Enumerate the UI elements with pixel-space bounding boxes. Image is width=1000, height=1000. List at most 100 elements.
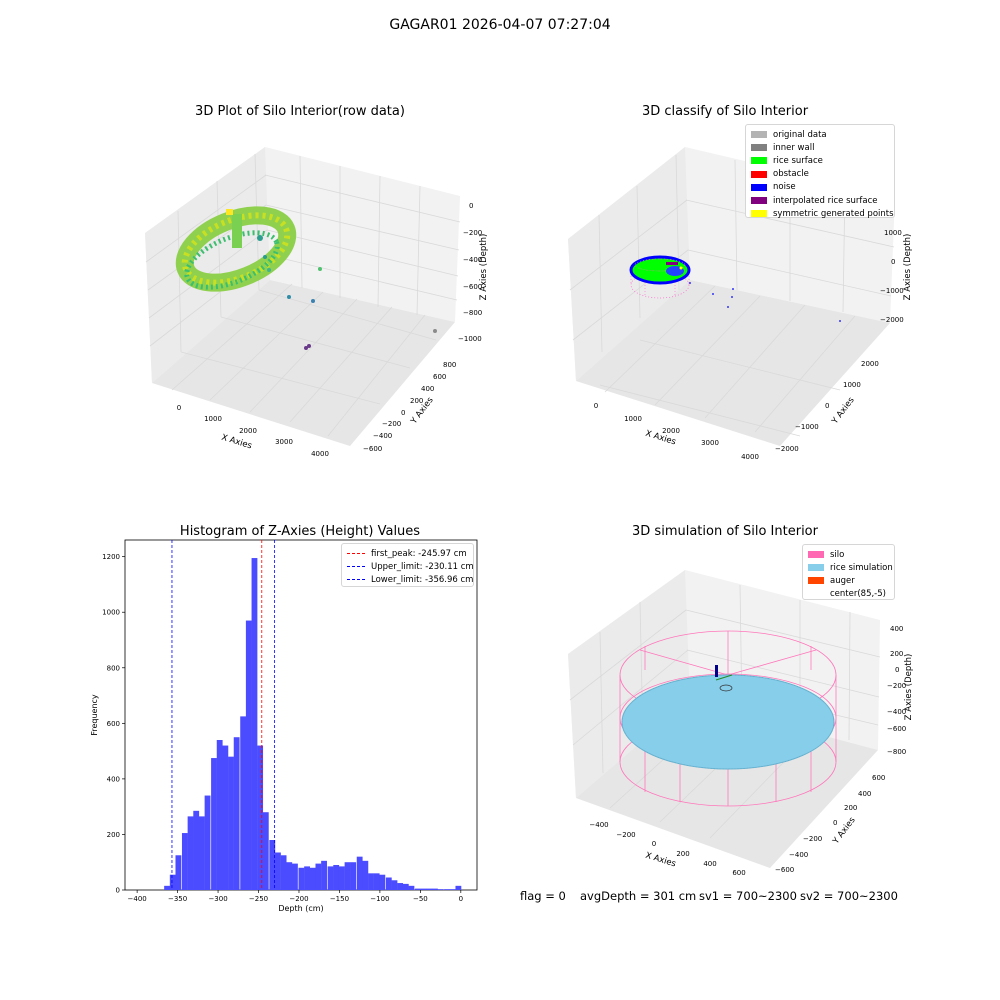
histogram-bar: [257, 745, 264, 890]
noise-points: [689, 282, 841, 322]
x-tick-label: −300: [208, 895, 227, 903]
y-tick: 0: [401, 409, 405, 417]
x-tick: 0: [652, 840, 656, 848]
y-tick-label: 0: [116, 887, 120, 895]
z-tick: −400: [887, 708, 906, 716]
x-tick: 2000: [662, 427, 680, 435]
histogram-bar: [408, 885, 415, 890]
legend-label: silo: [830, 549, 845, 560]
panel3-histogram: −400 −350 −300 −250 −200 −150 −100 −50 0 0 200 400…: [90, 539, 478, 913]
legend-entry: auger: [808, 574, 889, 587]
histogram-bar: [298, 867, 305, 890]
histogram-bars: [164, 558, 462, 890]
legend-swatch: [751, 170, 767, 178]
histogram-bar: [175, 855, 182, 890]
threshold-lines: [171, 540, 276, 890]
histogram-bar: [444, 889, 450, 890]
x-tick: 0: [177, 404, 181, 412]
y-tick-label: 400: [107, 775, 120, 783]
histogram-bar: [262, 812, 269, 890]
histogram-bar: [420, 888, 427, 890]
y-tick: −200: [803, 835, 822, 843]
y-tick-label: 600: [107, 720, 120, 728]
legend-entry: rice surface: [751, 154, 889, 167]
x-tick: 200: [676, 850, 689, 858]
panel4-title: 3D simulation of Silo Interior: [632, 524, 818, 539]
legend-entry: symmetric generated points: [751, 207, 894, 220]
x-tick-label: −250: [249, 895, 268, 903]
histogram-bar: [233, 737, 240, 890]
y-tick: 200: [410, 397, 423, 405]
x-tick-label: −400: [128, 895, 147, 903]
x-tick: 600: [732, 869, 745, 877]
panel3-title: Histogram of Z-Axies (Height) Values: [179, 524, 421, 539]
histogram-bar: [437, 889, 444, 890]
x-tick: −400: [589, 821, 608, 829]
legend-entry: center(85,-5): [808, 588, 889, 601]
histogram-bar: [245, 620, 252, 890]
histogram-bar: [344, 862, 351, 890]
histogram-bar: [356, 856, 363, 890]
histogram-bar: [379, 874, 386, 890]
legend-label: first_peak: -245.97 cm: [371, 548, 467, 559]
histogram-bar: [321, 860, 327, 890]
legend-entry: Upper_limit: -230.11 cm: [347, 560, 474, 573]
y-tick: 800: [443, 361, 456, 369]
status-sv2: sv2 = 700~2300: [800, 889, 898, 903]
y-tick: 400: [421, 385, 434, 393]
legend-entry: rice simulation: [808, 561, 893, 574]
point-cloud: [175, 206, 297, 292]
y-tick: −600: [363, 445, 382, 453]
z-tick: 0: [469, 202, 473, 210]
legend-label: interpolated rice surface: [773, 195, 878, 206]
z-tick: −400: [463, 256, 482, 264]
z-tick: −200: [887, 682, 906, 690]
legend-line: [347, 579, 365, 581]
histogram-bar: [286, 862, 293, 890]
y-tick: 0: [825, 402, 829, 410]
y-ticks: 0 200 400 600 800 1000 1200: [102, 553, 125, 895]
z-tick: −800: [463, 309, 482, 317]
y-tick: −400: [789, 851, 808, 859]
legend-label: center(85,-5): [830, 589, 886, 600]
legend-entry: interpolated rice surface: [751, 194, 889, 207]
histogram-bar: [169, 874, 176, 890]
y-tick: −1000: [795, 423, 819, 431]
histogram-bar: [216, 740, 223, 890]
histogram-bar: [187, 816, 194, 890]
x-tick: 0: [594, 402, 598, 410]
histogram-bar: [333, 865, 340, 890]
y-tick: −2000: [775, 445, 799, 453]
y-tick: 2000: [861, 360, 879, 368]
z-tick: 400: [890, 625, 903, 633]
z-tick: −200: [463, 229, 482, 237]
y-tick: 400: [858, 790, 871, 798]
histogram-bar: [275, 852, 281, 890]
panel2-3d-plot: 0 1000 2000 3000 4000 2000 1000 0 −1000 …: [568, 147, 913, 461]
y-axis-label: Y Axies: [830, 395, 857, 427]
pane-left: [568, 147, 690, 381]
histogram-bar: [292, 863, 298, 890]
z-tick: 0: [891, 258, 895, 266]
histogram-bar: [181, 833, 188, 890]
legend-swatch: [751, 197, 767, 205]
legend-entry: first_peak: -245.97 cm: [347, 547, 468, 560]
histogram-bar: [251, 558, 258, 890]
y-tick-label: 200: [107, 831, 120, 839]
pane-left: [568, 570, 690, 798]
legend-swatch: [808, 577, 824, 585]
histogram-bar: [228, 756, 234, 890]
auger: [715, 665, 733, 692]
x-axis-label: X Axies: [644, 851, 677, 870]
classified-cylinder: [629, 255, 691, 299]
z-tick: −1000: [458, 335, 482, 343]
y-tick: 0: [833, 819, 837, 827]
legend-swatch: [751, 144, 767, 152]
z-tick: 0: [895, 666, 899, 674]
panel4-legend: silo rice simulation auger center(85,-5): [802, 544, 895, 600]
histogram-bar: [350, 862, 357, 890]
x-tick-label: −100: [370, 895, 389, 903]
histogram-bar: [362, 860, 369, 890]
y-tick-label: 1000: [102, 609, 120, 617]
legend-entry: obstacle: [751, 168, 889, 181]
